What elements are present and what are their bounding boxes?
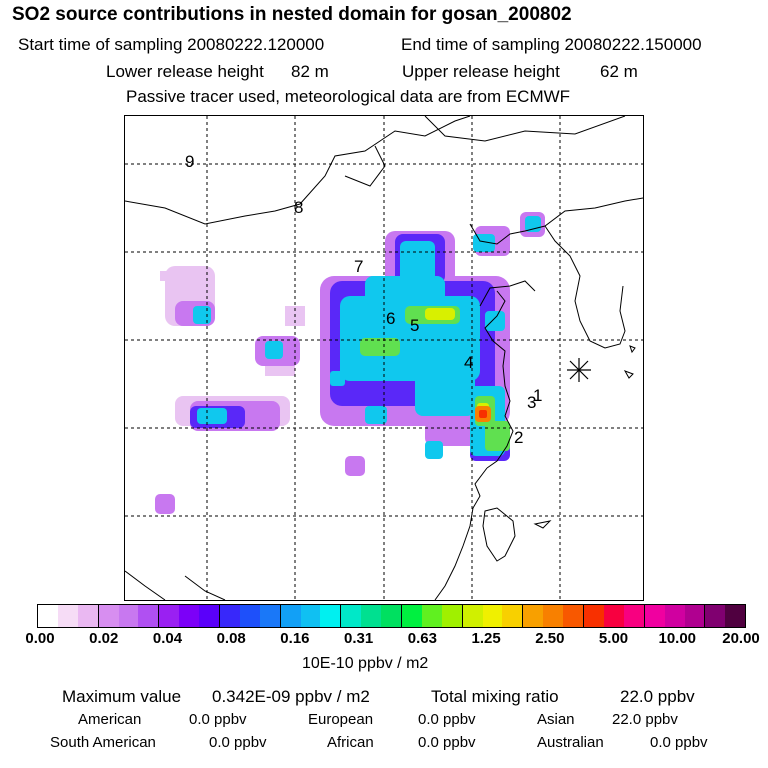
colorbar-segment	[239, 605, 260, 627]
receptor-asterisk-icon	[567, 358, 591, 382]
colorbar-tick-label: 0.04	[152, 630, 183, 647]
colorbar-segment	[381, 605, 403, 627]
point-label-1: 1	[533, 386, 542, 405]
colorbar-segment	[259, 605, 281, 627]
colorbar-tick-label: 0.31	[344, 630, 374, 647]
upper-release-label: Upper release height	[402, 62, 560, 81]
region-value-australian: 0.0 ppbv	[650, 734, 708, 751]
colorbar-tick-label: 1.25	[471, 630, 501, 647]
colorbar-segment	[361, 605, 382, 627]
concentration-field	[155, 212, 545, 514]
colorbar-segment	[138, 605, 160, 627]
colorbar-segment	[341, 605, 362, 627]
map-panel: 1 2 3 4 5 6 7 8 9	[124, 115, 644, 601]
colorbar-tick-label: 20.00	[722, 630, 760, 647]
colorbar-segment	[523, 605, 544, 627]
colorbar-segment	[543, 605, 564, 627]
point-label-5: 5	[410, 316, 419, 335]
colorbar-tick-label: 10.00	[658, 630, 697, 647]
region-name-american: American	[78, 711, 142, 728]
colorbar-segment	[664, 605, 685, 627]
max-value-label: Maximum value	[62, 687, 182, 706]
total-mixing-label: Total mixing ratio	[431, 687, 559, 706]
colorbar-segment	[199, 605, 221, 627]
colorbar-segment	[441, 605, 463, 627]
colorbar-tick-label: 0.08	[216, 630, 246, 647]
colorbar-segment	[57, 605, 78, 627]
units-label: 10E-10 ppbv / m2	[302, 655, 429, 672]
colorbar-segment	[159, 605, 180, 627]
map-title: SO2 source contributions in nested domai…	[12, 4, 572, 25]
region-name-asian: Asian	[537, 711, 575, 728]
region-name-african: African	[327, 734, 374, 751]
end-time: End time of sampling 20080222.150000	[401, 35, 702, 54]
colorbar-segment	[98, 605, 119, 627]
region-value-south-american: 0.0 ppbv	[209, 734, 267, 751]
colorbar-segment	[584, 605, 604, 627]
colorbar-tick-label: 2.50	[535, 630, 565, 647]
region-value-african: 0.0 ppbv	[418, 734, 476, 751]
colorbar	[37, 604, 746, 628]
colorbar-segment	[280, 605, 301, 627]
region-name-south-american: South American	[50, 734, 156, 751]
lower-release-label: Lower release height	[106, 62, 264, 81]
colorbar-segment	[603, 605, 624, 627]
colorbar-segment	[402, 605, 422, 627]
colorbar-segment	[644, 605, 665, 627]
point-label-2: 2	[514, 428, 523, 447]
colorbar-tick-label: 0.63	[407, 630, 437, 647]
point-label-6: 6	[386, 309, 395, 328]
point-label-4: 4	[464, 353, 473, 372]
colorbar-segment	[462, 605, 483, 627]
colorbar-segment	[623, 605, 645, 627]
tracer-note: Passive tracer used, meteorological data…	[126, 87, 571, 106]
point-label-8: 8	[294, 198, 303, 217]
colorbar-segment	[725, 605, 746, 627]
field-red	[479, 410, 487, 418]
colorbar-tick-label: 5.00	[598, 630, 629, 647]
max-value: 0.342E-09 ppbv / m2	[212, 687, 370, 706]
region-name-australian: Australian	[537, 734, 604, 751]
colorbar-segment	[77, 605, 99, 627]
coastlines	[125, 116, 643, 600]
map-svg: 1 2 3 4 5 6 7 8 9	[125, 116, 643, 600]
colorbar-segment	[482, 605, 503, 627]
start-time: Start time of sampling 20080222.120000	[18, 35, 325, 54]
colorbar-segment	[118, 605, 139, 627]
colorbar-segment	[705, 605, 726, 627]
colorbar-segment	[300, 605, 321, 627]
colorbar-segment	[320, 605, 342, 627]
colorbar-tick-label: 0.16	[280, 630, 310, 647]
colorbar-segment	[563, 605, 585, 627]
colorbar-segment	[502, 605, 524, 627]
lower-release-value: 82 m	[291, 62, 329, 81]
point-label-3: 3	[527, 393, 536, 412]
colorbar-tick-label: 0.02	[89, 630, 119, 647]
colorbar-segment	[421, 605, 442, 627]
colorbar-segment	[38, 605, 58, 627]
total-mixing-value: 22.0 ppbv	[620, 687, 695, 706]
colorbar-segment	[220, 605, 240, 627]
colorbar-segment	[684, 605, 706, 627]
colorbar-tick-label: 0.00	[25, 630, 55, 647]
region-value-european: 0.0 ppbv	[418, 711, 476, 728]
lat-lon-grid	[125, 116, 643, 600]
upper-release-value: 62 m	[600, 62, 638, 81]
region-value-asian: 22.0 ppbv	[612, 711, 678, 728]
region-name-european: European	[308, 711, 374, 728]
point-label-9: 9	[185, 152, 194, 171]
region-value-american: 0.0 ppbv	[189, 711, 247, 728]
point-label-7: 7	[354, 257, 363, 276]
colorbar-segment	[179, 605, 200, 627]
point-labels: 1 2 3 4 5 6 7 8 9	[185, 152, 542, 447]
